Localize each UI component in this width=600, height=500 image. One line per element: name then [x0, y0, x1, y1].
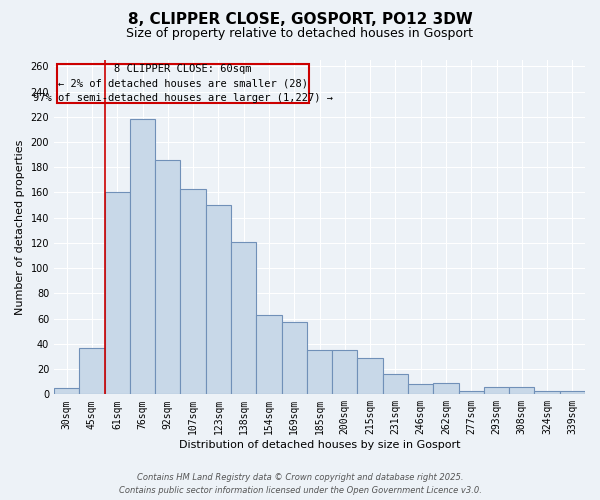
Text: 8, CLIPPER CLOSE, GOSPORT, PO12 3DW: 8, CLIPPER CLOSE, GOSPORT, PO12 3DW: [128, 12, 472, 28]
Bar: [231, 242, 256, 394]
Bar: [130, 120, 155, 394]
Bar: [332, 350, 358, 395]
Bar: [383, 374, 408, 394]
X-axis label: Distribution of detached houses by size in Gosport: Distribution of detached houses by size …: [179, 440, 460, 450]
Bar: [104, 192, 130, 394]
Bar: [433, 383, 458, 394]
Bar: [358, 358, 383, 395]
Bar: [307, 350, 332, 395]
Bar: [281, 322, 307, 394]
Bar: [54, 388, 79, 394]
Text: Contains HM Land Registry data © Crown copyright and database right 2025.: Contains HM Land Registry data © Crown c…: [137, 474, 463, 482]
Bar: [408, 384, 433, 394]
Bar: [458, 390, 484, 394]
Bar: [206, 205, 231, 394]
Bar: [535, 390, 560, 394]
Bar: [484, 387, 509, 394]
Bar: [79, 348, 104, 395]
Text: Size of property relative to detached houses in Gosport: Size of property relative to detached ho…: [127, 28, 473, 40]
Bar: [509, 387, 535, 394]
Text: Contains public sector information licensed under the Open Government Licence v3: Contains public sector information licen…: [119, 486, 481, 495]
Bar: [256, 315, 281, 394]
Bar: [560, 390, 585, 394]
Text: 8 CLIPPER CLOSE: 60sqm
← 2% of detached houses are smaller (28)
97% of semi-deta: 8 CLIPPER CLOSE: 60sqm ← 2% of detached …: [33, 64, 333, 103]
Bar: [155, 160, 181, 394]
Y-axis label: Number of detached properties: Number of detached properties: [15, 140, 25, 315]
Bar: [181, 188, 206, 394]
